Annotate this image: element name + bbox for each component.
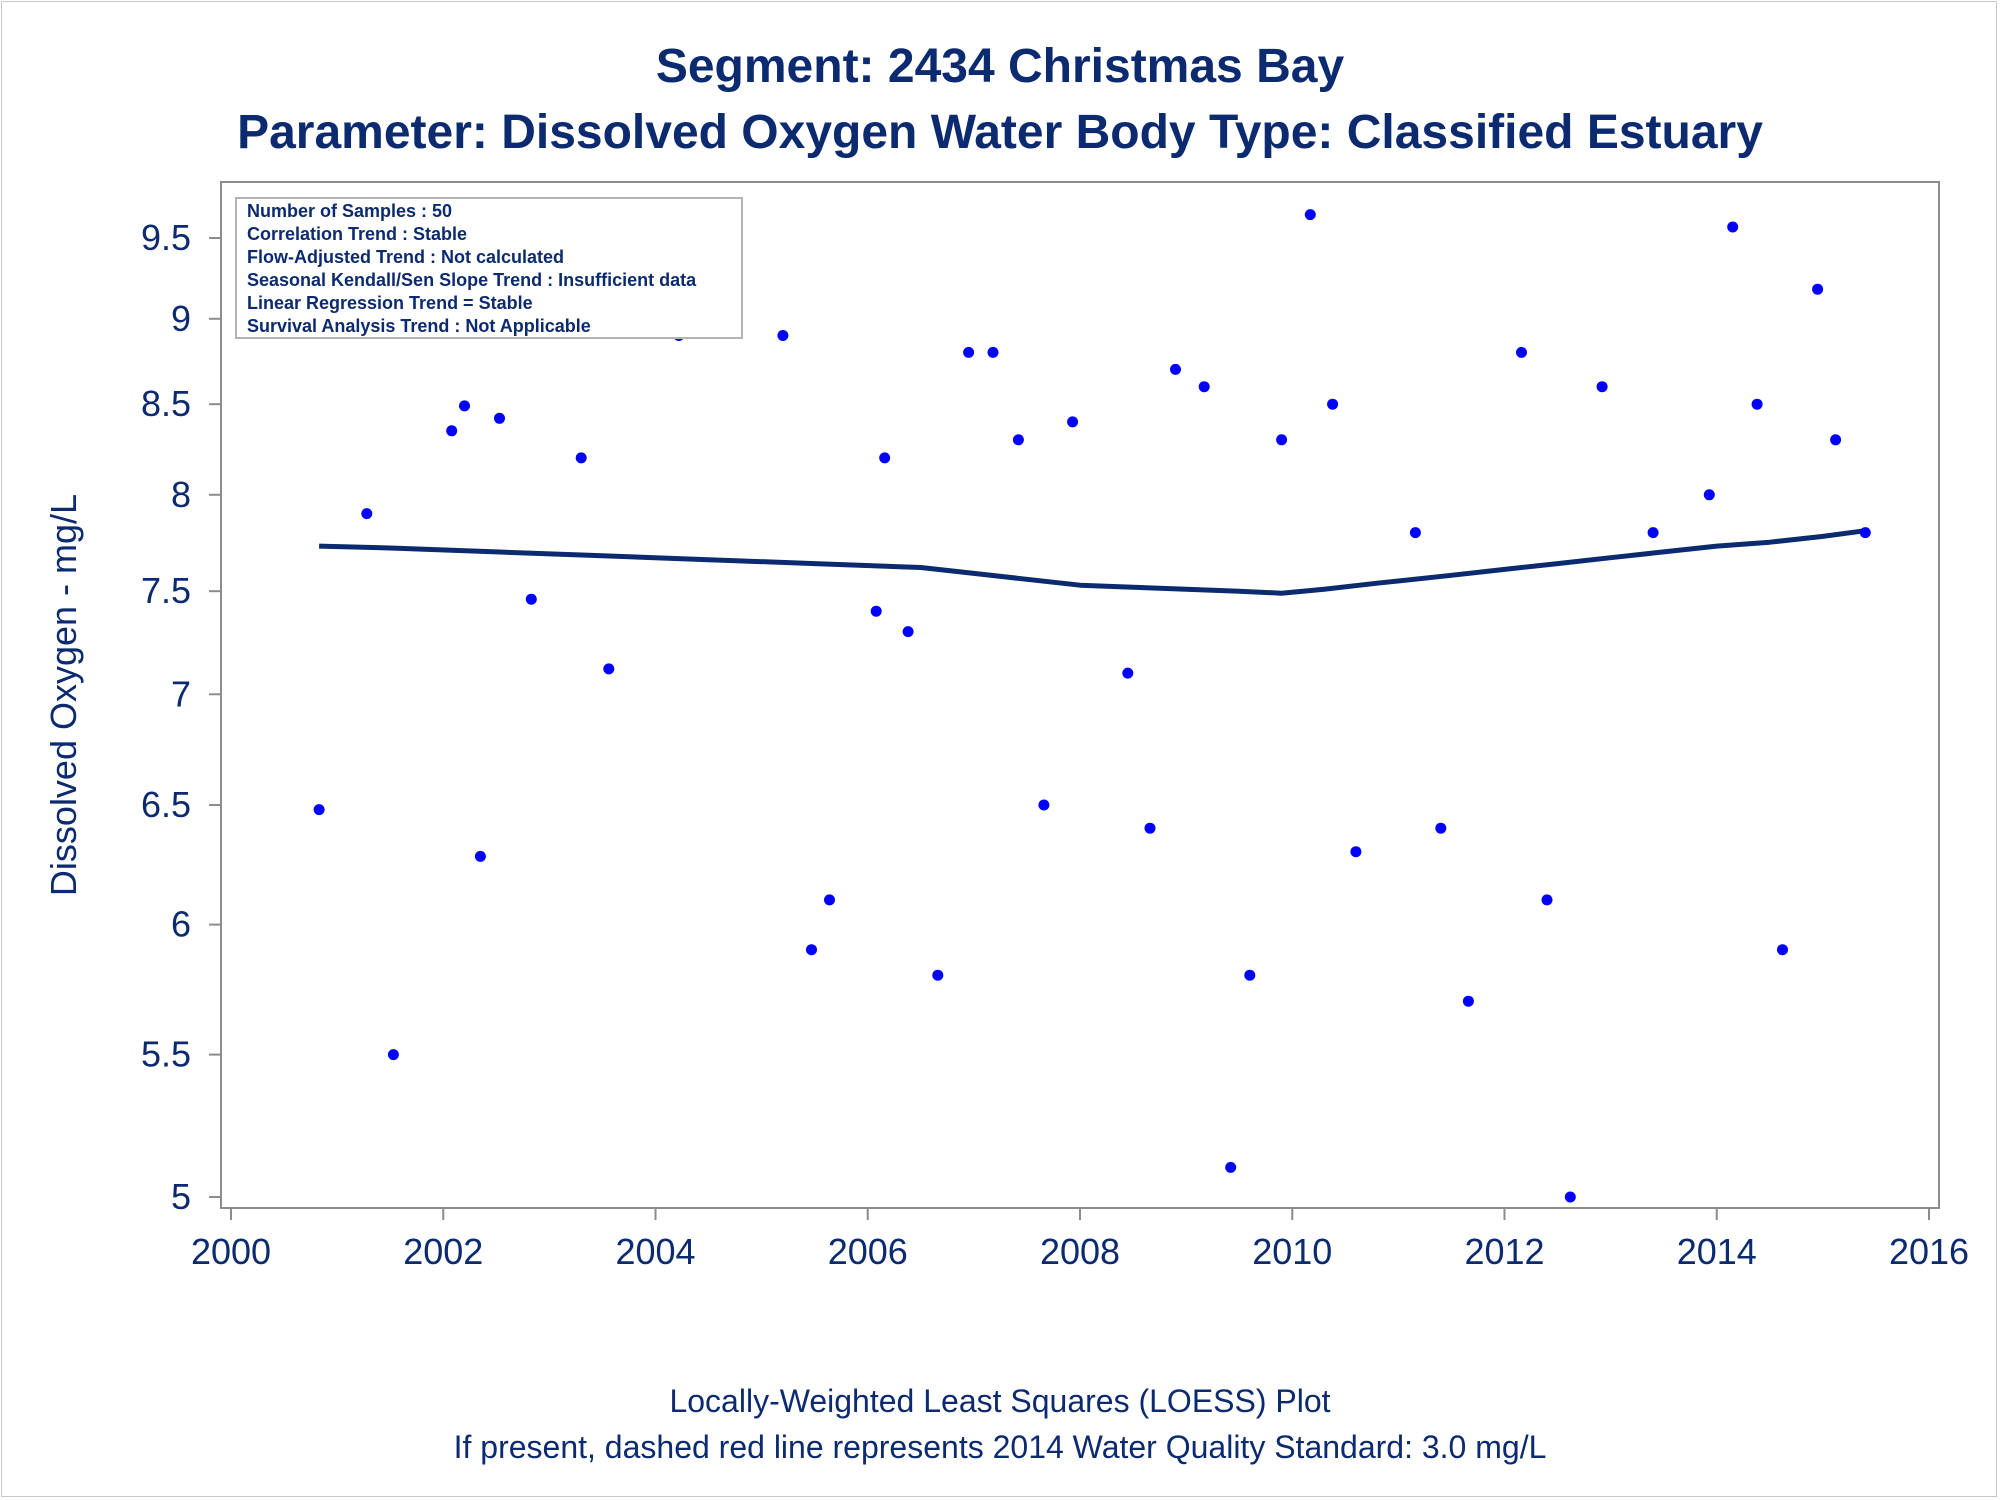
data-point	[387, 1049, 399, 1061]
data-point	[902, 626, 914, 638]
x-tick-label: 2000	[191, 1231, 271, 1272]
chart-title: Segment: 2434 Christmas Bay	[656, 40, 1345, 93]
data-point	[494, 412, 505, 424]
data-point	[987, 346, 999, 358]
inset-line-linear-regression: Linear Regression Trend = Stable	[247, 293, 533, 313]
data-point	[879, 452, 891, 464]
data-point	[777, 330, 789, 341]
y-tick-label: 7.5	[141, 570, 191, 611]
y-tick-label: 5	[171, 1176, 191, 1217]
data-point	[1727, 221, 1739, 233]
data-point	[446, 425, 458, 437]
data-point	[1703, 489, 1715, 501]
data-point	[1012, 434, 1024, 446]
y-tick-label: 7	[171, 673, 191, 714]
data-point	[575, 452, 587, 464]
y-axis-label: Dissolved Oxygen - mg/L	[43, 494, 84, 896]
data-point	[1812, 283, 1824, 295]
loess-line	[319, 528, 1866, 596]
inset-line-seasonal-kendall: Seasonal Kendall/Sen Slope Trend : Insuf…	[247, 270, 697, 290]
data-point	[459, 400, 470, 412]
x-axis: 2000 2002 2004 2006 2008 2010 2012 2014 2016	[191, 1208, 1969, 1272]
x-tick-label: 2002	[403, 1231, 483, 1272]
data-point	[1751, 398, 1763, 410]
x-tick-label: 2004	[615, 1231, 695, 1272]
y-tick-label: 8	[171, 474, 191, 515]
inset-line-correlation: Correlation Trend : Stable	[247, 224, 467, 244]
data-point	[1038, 799, 1050, 811]
x-tick-label: 2010	[1252, 1231, 1332, 1272]
x-tick-label: 2006	[828, 1231, 908, 1272]
data-point	[1225, 1161, 1237, 1173]
y-tick-label: 8.5	[141, 383, 191, 424]
x-tick-label: 2016	[1889, 1231, 1969, 1272]
x-tick-label: 2008	[1040, 1231, 1120, 1272]
data-point	[1350, 846, 1362, 858]
y-tick-label: 6.5	[141, 784, 191, 825]
data-point	[1859, 527, 1871, 539]
data-point	[1777, 944, 1788, 956]
data-point	[1541, 894, 1553, 906]
trend-summary-inset: Number of Samples : 50 Correlation Trend…	[235, 197, 743, 339]
data-point	[1122, 667, 1134, 679]
data-point	[1462, 995, 1474, 1007]
data-point	[824, 894, 835, 906]
data-point	[1244, 969, 1256, 981]
data-point	[1435, 822, 1447, 834]
y-tick-label: 9.5	[141, 217, 191, 258]
data-point	[1170, 363, 1181, 375]
data-point	[963, 346, 975, 358]
data-point	[1067, 416, 1079, 428]
y-tick-label: 9	[171, 298, 191, 339]
y-axis: 5 5.5 6 6.5 7 7.5 8 8.5 9 9.5	[141, 217, 221, 1217]
data-point	[1830, 434, 1842, 446]
data-point	[1409, 527, 1421, 539]
data-point	[474, 850, 486, 862]
data-point	[806, 944, 817, 956]
data-point	[603, 663, 615, 675]
data-point	[1516, 346, 1527, 358]
data-point	[1564, 1191, 1576, 1203]
y-tick-label: 5.5	[141, 1034, 191, 1075]
inset-line-flow-adjusted: Flow-Adjusted Trend : Not calculated	[247, 247, 564, 267]
data-point	[361, 508, 373, 520]
x-tick-label: 2012	[1464, 1231, 1544, 1272]
y-tick-label: 6	[171, 904, 191, 945]
data-point	[932, 969, 944, 981]
footnote-standard: If present, dashed red line represents 2…	[454, 1429, 1547, 1465]
data-point	[1198, 381, 1210, 393]
data-point	[525, 593, 537, 605]
data-point	[1276, 434, 1288, 446]
x-tick-label: 2014	[1677, 1231, 1757, 1272]
chart-subtitle: Parameter: Dissolved Oxygen Water Body T…	[237, 106, 1763, 159]
inset-line-samples: Number of Samples : 50	[247, 201, 452, 221]
data-point	[1304, 209, 1316, 221]
data-point	[1327, 398, 1339, 410]
data-point	[870, 605, 882, 617]
data-point	[313, 804, 325, 816]
inset-box	[235, 197, 743, 339]
data-point	[1144, 822, 1156, 834]
data-points-layer	[313, 198, 1871, 1203]
inset-line-survival-analysis: Survival Analysis Trend : Not Applicable	[247, 316, 591, 336]
data-point	[1596, 381, 1608, 393]
footnote-loess: Locally-Weighted Least Squares (LOESS) P…	[669, 1383, 1330, 1419]
data-point	[1647, 527, 1659, 539]
loess-line-layer	[319, 528, 1866, 596]
